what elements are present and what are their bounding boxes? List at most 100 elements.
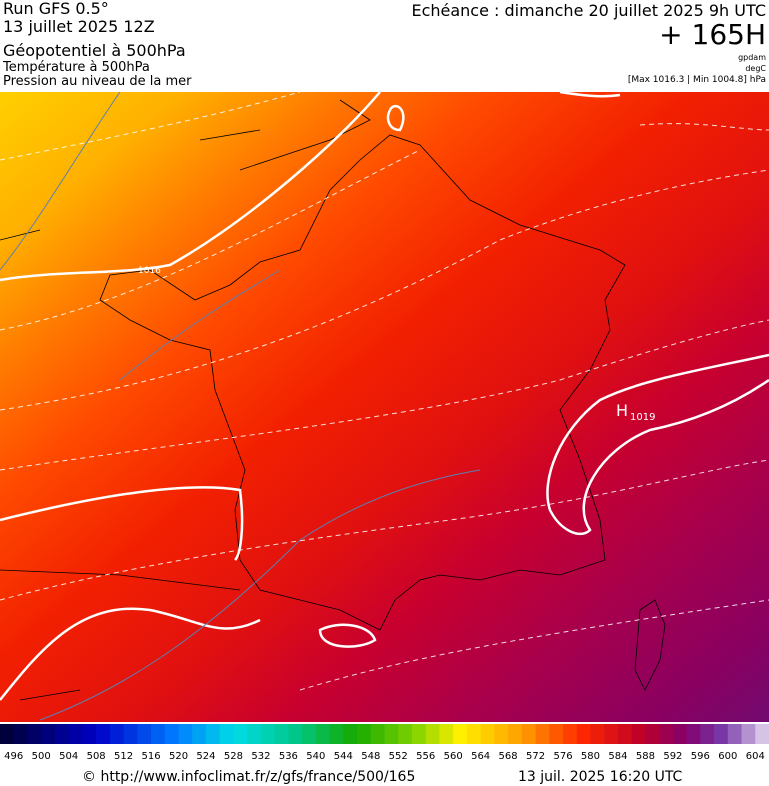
colorbar-label: 548 (361, 751, 380, 762)
colorbar-label: 560 (444, 751, 463, 762)
header-line: Run GFS 0.5° (3, 0, 109, 18)
colorbar-swatch (357, 724, 372, 744)
colorbar-swatch (247, 724, 262, 744)
colorbar-swatch (274, 724, 289, 744)
colorbar-swatch (315, 724, 331, 744)
colorbar-label: 528 (224, 751, 243, 762)
colorbar-swatch (521, 724, 537, 744)
colorbar-swatch (672, 724, 688, 744)
colorbar-label: 552 (389, 751, 408, 762)
isobar-label: 1016 (138, 266, 161, 276)
colorbar-swatch (494, 724, 509, 744)
colorbar-swatch (288, 724, 303, 744)
footer-date: 13 juil. 2025 16:20 UTC (518, 769, 683, 785)
colorbar-swatch (631, 724, 646, 744)
header-unit2: degC (745, 64, 766, 73)
colorbar-swatch (535, 724, 550, 744)
colorbar-swatch (659, 724, 674, 744)
colorbar-swatch (109, 724, 125, 744)
colorbar-label: 556 (416, 751, 435, 762)
high-pressure-symbol: H (616, 401, 628, 420)
colorbar-swatch (411, 724, 427, 744)
colorbar-swatch (453, 724, 468, 744)
colorbar-swatch (398, 724, 413, 744)
temperature-isotherms (0, 92, 481, 721)
colorbar-label: 524 (196, 751, 215, 762)
colorbar-swatch (329, 724, 344, 744)
colorbar-swatch (576, 724, 591, 744)
colorbar-swatch (425, 724, 440, 744)
colorbar-swatch (741, 724, 756, 744)
map: H 1019 1016 (0, 92, 769, 722)
colorbar-label: 580 (581, 751, 600, 762)
colorbar-swatch (137, 724, 152, 744)
colorbar-label: 604 (746, 751, 765, 762)
colorbar: 496 500 504 508 512 516 520 524 528 532 536 540 544 5… (0, 724, 769, 762)
colorbar-label: 516 (142, 751, 161, 762)
header: Run GFS 0.5°13 juillet 2025 12Z Géopotent… (2, 0, 766, 89)
colorbar-swatch (508, 724, 523, 744)
colorbar-swatch (41, 724, 56, 744)
colorbar-label: 500 (32, 751, 51, 762)
header-line: 13 juillet 2025 12Z (3, 17, 155, 36)
colorbar-swatch (123, 724, 138, 744)
colorbar-swatch (549, 724, 564, 744)
header-unit1: gpdam (738, 53, 766, 62)
colorbar-swatch (700, 724, 715, 744)
colorbar-swatch (302, 724, 317, 744)
colorbar-label: 564 (471, 751, 490, 762)
colorbar-swatch (604, 724, 619, 744)
colorbar-label: 600 (718, 751, 737, 762)
header-line: Température à 500hPa (2, 60, 150, 75)
colorbar-label: 592 (663, 751, 682, 762)
temperature-contours (0, 92, 769, 691)
colorbar-swatch (205, 724, 221, 744)
header-line: Pression au niveau de la mer (3, 74, 192, 89)
footer-url: © http://www.infoclimat.fr/z/gfs/france/… (82, 769, 415, 785)
colorbar-label: 568 (499, 751, 518, 762)
colorbar-swatch (439, 724, 454, 744)
header-lead: + 165H (659, 18, 766, 51)
colorbar-swatch (219, 724, 234, 744)
colorbar-swatch (233, 724, 248, 744)
colorbar-label: 584 (608, 751, 627, 762)
colorbar-swatch (466, 724, 482, 744)
colorbar-swatch (480, 724, 495, 744)
colorbar-swatch (54, 724, 70, 744)
colorbar-label: 504 (59, 751, 78, 762)
colorbar-swatch (13, 724, 28, 744)
colorbar-swatch (727, 724, 743, 744)
colorbar-swatch (686, 724, 701, 744)
colorbar-label: 544 (334, 751, 353, 762)
colorbar-label: 532 (251, 751, 270, 762)
temperature-field (0, 92, 769, 722)
header-range: [Max 1016.3 | Min 1004.8] hPa (628, 75, 766, 85)
colorbar-label: 572 (526, 751, 545, 762)
header-line: Géopotentiel à 500hPa (3, 41, 186, 60)
colorbar-swatch (164, 724, 180, 744)
colorbar-swatch (755, 724, 769, 744)
header-title: Echéance : dimanche 20 juillet 2025 9h U… (411, 1, 766, 20)
colorbar-label: 596 (691, 751, 710, 762)
colorbar-swatch (178, 724, 193, 744)
colorbar-swatch (714, 724, 729, 744)
colorbar-swatch (192, 724, 207, 744)
colorbar-swatch (563, 724, 578, 744)
colorbar-label: 536 (279, 751, 298, 762)
colorbar-swatch (27, 724, 42, 744)
colorbar-label: 508 (87, 751, 106, 762)
colorbar-swatch (617, 724, 633, 744)
colorbar-swatch (0, 724, 15, 744)
colorbar-label: 576 (553, 751, 572, 762)
colorbar-label: 512 (114, 751, 133, 762)
colorbar-label: 496 (4, 751, 23, 762)
colorbar-swatch (68, 724, 83, 744)
coastlines (0, 99, 666, 701)
colorbar-swatch (260, 724, 276, 744)
isobars (0, 92, 769, 701)
colorbar-swatch (151, 724, 166, 744)
colorbar-swatch (370, 724, 385, 744)
colorbar-swatch (82, 724, 97, 744)
colorbar-swatch (343, 724, 358, 744)
